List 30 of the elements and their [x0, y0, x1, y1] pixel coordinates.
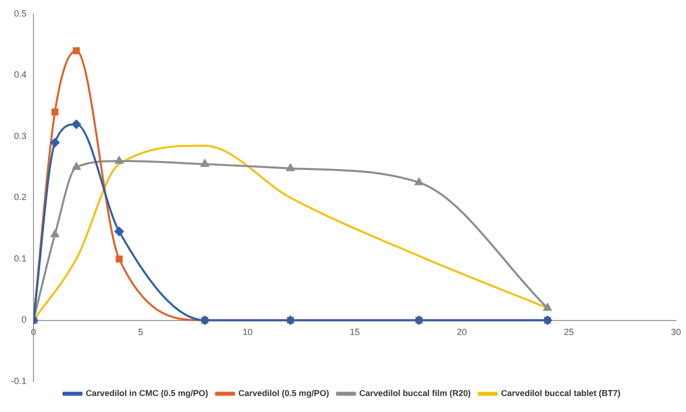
x-tick-label: 20 — [456, 327, 467, 338]
legend-label: Carvedilol buccal tablet (BT7) — [500, 388, 621, 398]
y-tick-label: -0.1 — [10, 376, 27, 386]
point — [72, 47, 80, 54]
y-tick-label: 0.4 — [14, 70, 27, 80]
x-tick-label: 15 — [350, 327, 360, 338]
point — [72, 120, 81, 129]
x-tick-label: 25 — [564, 327, 574, 338]
y-tick-label: 0.2 — [14, 192, 27, 202]
legend-label: Carvedilol (0.5 mg/PO) — [238, 388, 330, 398]
point — [200, 160, 209, 167]
y-tick-label: 0.1 — [14, 253, 27, 264]
legend-label: Carvedilol buccal film (R20) — [359, 388, 471, 398]
point — [116, 256, 123, 262]
point — [414, 178, 424, 186]
point — [543, 304, 552, 311]
point — [72, 162, 80, 170]
point — [50, 230, 59, 238]
legend-label: Carvedilol in CMC (0.5 mg/PO) — [86, 388, 208, 398]
point — [115, 156, 124, 164]
x-tick-label: 10 — [242, 327, 253, 338]
point — [114, 226, 124, 236]
point — [286, 164, 295, 172]
y-tick-label: 0 — [21, 314, 27, 325]
y-tick-label: 0.5 — [14, 8, 27, 18]
x-tick-label: 30 — [670, 327, 682, 338]
point — [50, 138, 60, 148]
x-tick-label: 5 — [138, 327, 144, 338]
point — [51, 108, 58, 116]
y-tick-label: 0.3 — [14, 130, 27, 141]
